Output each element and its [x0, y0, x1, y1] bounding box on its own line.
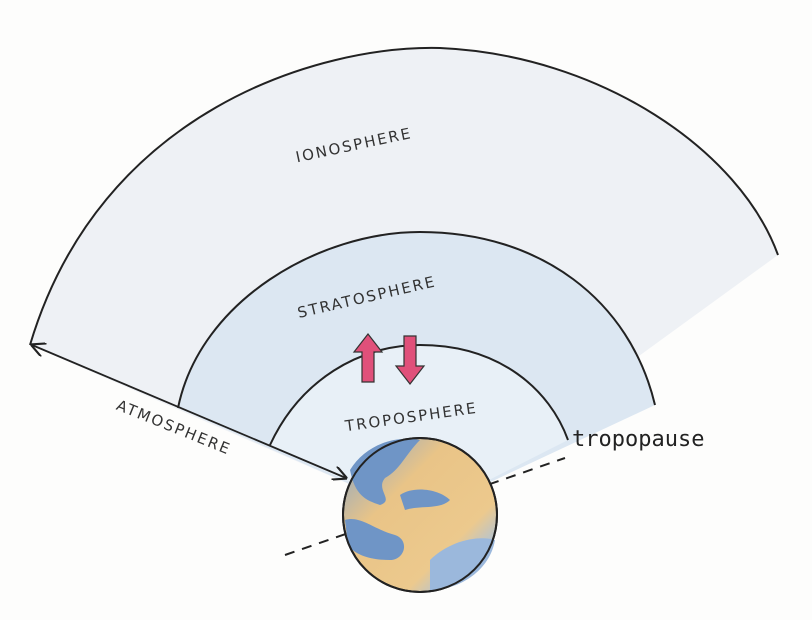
earth-outline: [342, 437, 498, 593]
ionosphere-arc: [29, 46, 779, 346]
up-arrow: [352, 333, 384, 383]
ocean: [350, 438, 420, 505]
ocean: [345, 518, 405, 560]
atmosphere-arrow: [32, 345, 346, 478]
tropopause-label: tropopause: [572, 427, 704, 452]
ocean: [430, 538, 495, 590]
down-arrow: [394, 335, 426, 385]
stratosphere-arc: [177, 230, 656, 409]
ocean: [400, 489, 450, 510]
